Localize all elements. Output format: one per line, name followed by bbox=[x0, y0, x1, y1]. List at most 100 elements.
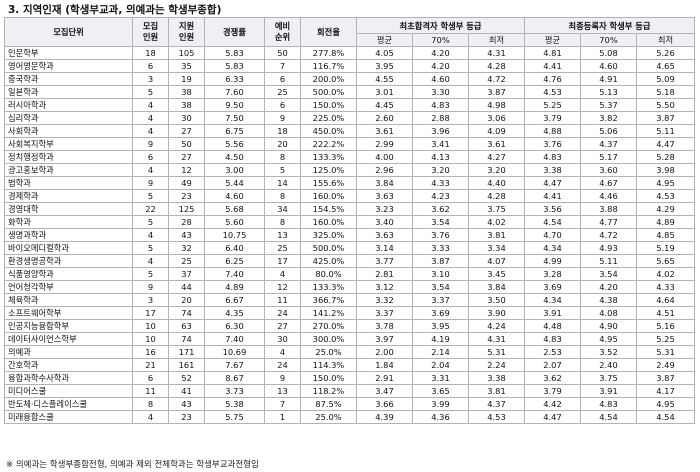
value-cell: 41 bbox=[168, 384, 205, 398]
value-cell: 4.05 bbox=[356, 46, 413, 60]
value-cell: 24 bbox=[264, 358, 301, 372]
value-cell: 4.51 bbox=[636, 306, 695, 320]
value-cell: 4.54 bbox=[580, 410, 637, 424]
value-cell: 4.89 bbox=[204, 280, 265, 294]
value-cell: 4.40 bbox=[468, 176, 525, 190]
unit-name-cell: 화학과 bbox=[4, 215, 133, 229]
value-cell: 4.47 bbox=[524, 176, 581, 190]
value-cell: 3.33 bbox=[412, 241, 469, 255]
value-cell: 5.56 bbox=[204, 137, 265, 151]
header-applicants: 지원 인원 bbox=[168, 17, 205, 47]
value-cell: 4 bbox=[132, 163, 169, 177]
value-cell: 3.76 bbox=[412, 228, 469, 242]
unit-name-cell: 체육학과 bbox=[4, 293, 133, 307]
value-cell: 4.23 bbox=[412, 189, 469, 203]
value-cell: 4.47 bbox=[524, 410, 581, 424]
value-cell: 3.75 bbox=[468, 202, 525, 216]
value-cell: 6.25 bbox=[204, 254, 265, 268]
value-cell: 5.11 bbox=[580, 254, 637, 268]
unit-name-cell: 법학과 bbox=[4, 176, 133, 190]
value-cell: 27 bbox=[168, 124, 205, 138]
unit-name-cell: 소프트웨어학부 bbox=[4, 306, 133, 320]
value-cell: 4.70 bbox=[524, 228, 581, 242]
header-final-reg: 최종등록자 학생부 등급 bbox=[524, 17, 695, 34]
value-cell: 3.38 bbox=[524, 163, 581, 177]
unit-name-cell: 경영대학 bbox=[4, 202, 133, 216]
value-cell: 5.11 bbox=[636, 124, 695, 138]
value-cell: 4.95 bbox=[636, 176, 695, 190]
unit-name-cell: 심리학과 bbox=[4, 111, 133, 125]
value-cell: 4.20 bbox=[412, 46, 469, 60]
value-cell: 300.0% bbox=[300, 332, 357, 346]
table-row: 인문학부 18 105 5.83 50 277.8% 4.05 4.20 4.31 4.81 5.0… bbox=[4, 46, 695, 60]
unit-name-cell: 데이터사이언스학부 bbox=[4, 332, 133, 346]
value-cell: 2.88 bbox=[412, 111, 469, 125]
value-cell: 5.31 bbox=[636, 345, 695, 359]
value-cell: 2.60 bbox=[356, 111, 413, 125]
value-cell: 3.99 bbox=[412, 397, 469, 411]
value-cell: 160.0% bbox=[300, 189, 357, 203]
header-waitlist: 예비 순위 bbox=[264, 17, 301, 47]
value-cell: 4.39 bbox=[356, 410, 413, 424]
table-row: 중국학과 3 19 6.33 6 200.0% 4.55 4.60 4.72 4.76 4.91 5.… bbox=[4, 72, 695, 86]
value-cell: 3.84 bbox=[468, 280, 525, 294]
value-cell: 5.31 bbox=[468, 345, 525, 359]
unit-name-cell: 식품영양학과 bbox=[4, 267, 133, 281]
value-cell: 4.76 bbox=[524, 72, 581, 86]
value-cell: 450.0% bbox=[300, 124, 357, 138]
value-cell: 4.27 bbox=[468, 150, 525, 164]
unit-name-cell: 사회학과 bbox=[4, 124, 133, 138]
value-cell: 21 bbox=[132, 358, 169, 372]
table-row: 반도체·디스플레이스쿨 8 43 5.38 7 87.5% 3.66 3.99 4.37 4.42… bbox=[4, 397, 695, 411]
value-cell: 3.91 bbox=[524, 306, 581, 320]
value-cell: 5.26 bbox=[636, 46, 695, 60]
table-row: 데이터사이언스학부 10 74 7.40 30 300.0% 3.97 4.19 4.31 4.8… bbox=[4, 332, 695, 346]
value-cell: 4.81 bbox=[524, 46, 581, 60]
value-cell: 25.0% bbox=[300, 410, 357, 424]
value-cell: 4.08 bbox=[580, 306, 637, 320]
value-cell: 3.37 bbox=[356, 306, 413, 320]
value-cell: 4.20 bbox=[412, 59, 469, 73]
value-cell: 3.54 bbox=[412, 215, 469, 229]
value-cell: 38 bbox=[168, 98, 205, 112]
value-cell: 5.83 bbox=[204, 59, 265, 73]
value-cell: 7 bbox=[264, 397, 301, 411]
value-cell: 12 bbox=[264, 280, 301, 294]
value-cell: 25 bbox=[264, 241, 301, 255]
value-cell: 5.17 bbox=[580, 150, 637, 164]
value-cell: 3.81 bbox=[468, 384, 525, 398]
value-cell: 5.25 bbox=[636, 332, 695, 346]
value-cell: 150.0% bbox=[300, 98, 357, 112]
footnote: ※ 의예과는 학생부종합전형, 의예과 제외 전체학과는 학생부교과전형임 bbox=[6, 460, 259, 470]
value-cell: 4.09 bbox=[468, 124, 525, 138]
header-ratio: 경쟁률 bbox=[204, 17, 265, 47]
value-cell: 2.49 bbox=[636, 358, 695, 372]
value-cell: 3.95 bbox=[412, 319, 469, 333]
value-cell: 3.84 bbox=[356, 176, 413, 190]
value-cell: 24 bbox=[264, 306, 301, 320]
value-cell: 4.65 bbox=[636, 59, 695, 73]
value-cell: 4.83 bbox=[524, 332, 581, 346]
value-cell: 3.66 bbox=[356, 397, 413, 411]
value-cell: 3.63 bbox=[356, 189, 413, 203]
value-cell: 14 bbox=[264, 176, 301, 190]
value-cell: 23 bbox=[168, 410, 205, 424]
value-cell: 25 bbox=[264, 85, 301, 99]
value-cell: 37 bbox=[168, 267, 205, 281]
value-cell: 325.0% bbox=[300, 228, 357, 242]
value-cell: 4.99 bbox=[524, 254, 581, 268]
value-cell: 4.33 bbox=[412, 176, 469, 190]
value-cell: 3.10 bbox=[412, 267, 469, 281]
value-cell: 5.08 bbox=[580, 46, 637, 60]
value-cell: 3.20 bbox=[468, 163, 525, 177]
value-cell: 2.96 bbox=[356, 163, 413, 177]
table-body: 인문학부 18 105 5.83 50 277.8% 4.05 4.20 4.31 4.81 5.0… bbox=[4, 46, 695, 424]
value-cell: 4.60 bbox=[580, 59, 637, 73]
value-cell: 4.19 bbox=[412, 332, 469, 346]
value-cell: 3.30 bbox=[412, 85, 469, 99]
value-cell: 5.06 bbox=[580, 124, 637, 138]
value-cell: 74 bbox=[168, 306, 205, 320]
value-cell: 3.90 bbox=[468, 306, 525, 320]
value-cell: 500.0% bbox=[300, 85, 357, 99]
value-cell: 425.0% bbox=[300, 254, 357, 268]
